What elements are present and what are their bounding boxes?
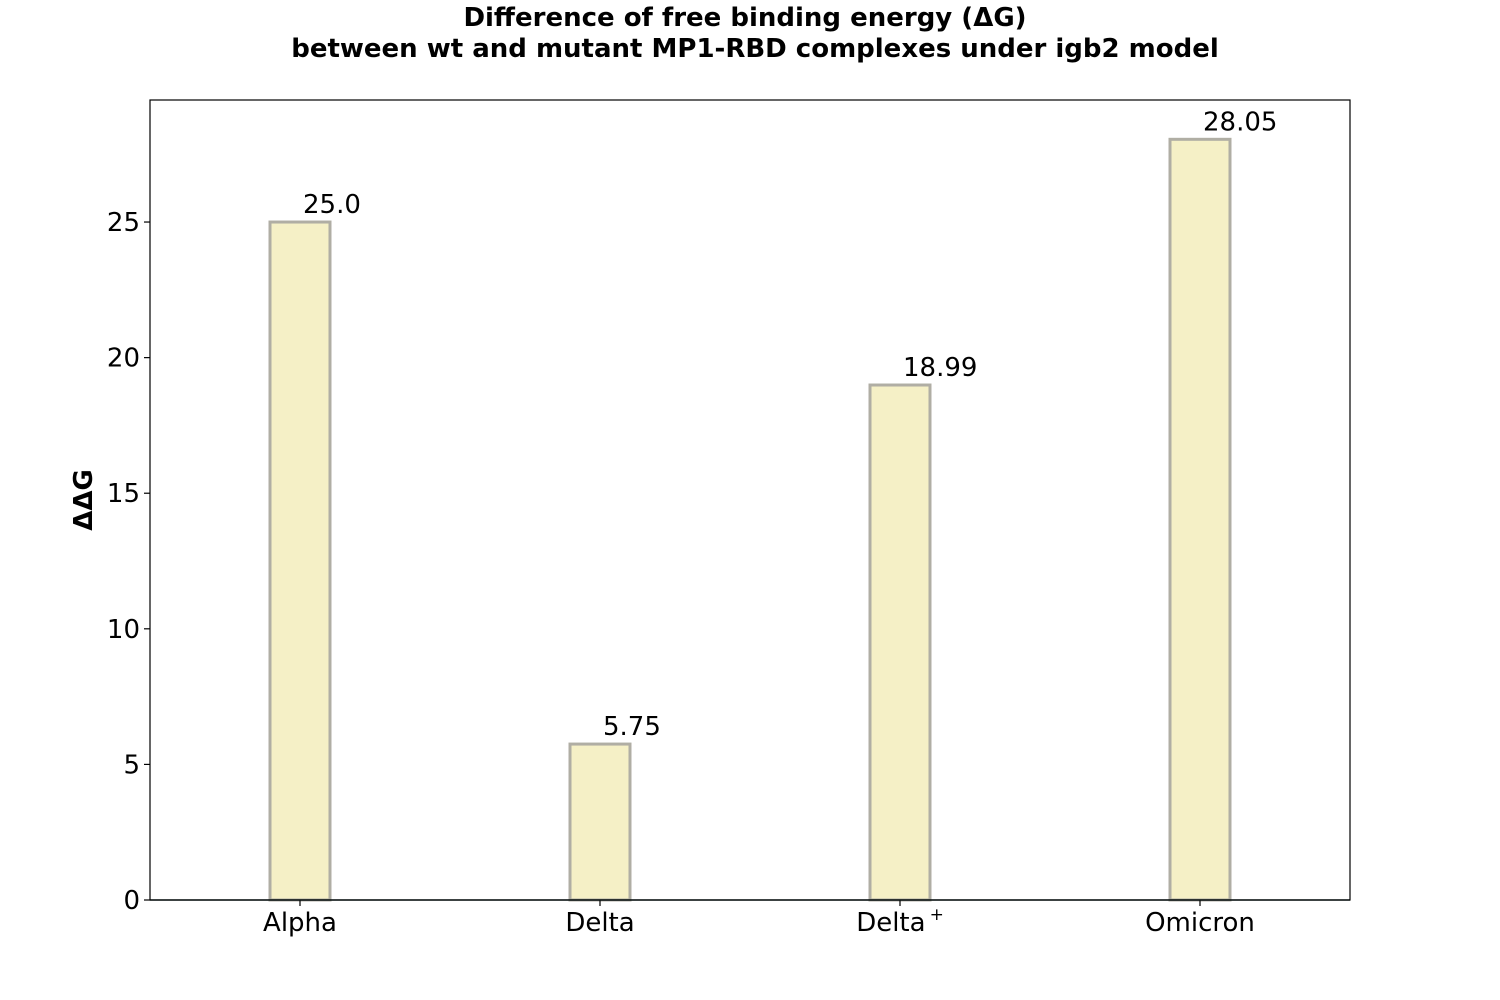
chart-title-line-1: Difference of free binding energy (ΔG) xyxy=(463,3,1026,33)
y-ticks-layer: 0 5 10 15 20 25 xyxy=(107,208,150,916)
bars-layer: 25.0 5.75 18.99 28.05 xyxy=(268,107,1277,902)
y-tick-label-1: 5 xyxy=(123,750,140,780)
bar-3 xyxy=(1168,137,1232,902)
y-tick-label-4: 20 xyxy=(107,344,140,374)
x-tick-label-2: Delta + xyxy=(856,905,944,938)
bar-value-label-0: 25.0 xyxy=(303,190,361,220)
bar-0 xyxy=(268,220,332,902)
y-tick-label-3: 15 xyxy=(107,479,140,509)
y-tick-label-5: 25 xyxy=(107,208,140,238)
x-tick-label-1: Delta xyxy=(565,908,634,938)
bar-2 xyxy=(868,383,932,902)
bar-value-label-3: 28.05 xyxy=(1203,107,1277,137)
plot-frame xyxy=(149,99,1351,901)
chart-title-line-2: between wt and mutant MP1-RBD complexes … xyxy=(291,34,1219,64)
bar-value-label-1: 5.75 xyxy=(603,712,661,742)
y-tick-label-2: 10 xyxy=(107,615,140,645)
x-tick-label-0: Alpha xyxy=(263,908,337,938)
bar-1 xyxy=(568,742,632,902)
x-tick-label-3: Omicron xyxy=(1145,908,1255,938)
y-tick-label-0: 0 xyxy=(123,886,140,916)
x-ticks-layer: Alpha Delta Delta + Omicron xyxy=(263,900,1255,938)
bar-value-label-2: 18.99 xyxy=(903,353,977,383)
y-axis-label: ΔΔG xyxy=(69,469,99,531)
